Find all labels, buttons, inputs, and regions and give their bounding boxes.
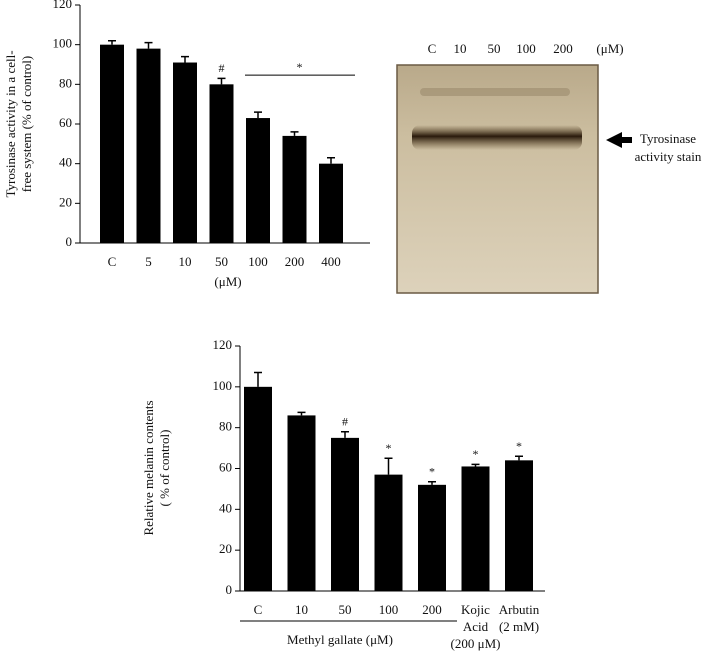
lane-label: 200: [553, 41, 573, 56]
error-bar: [515, 455, 523, 461]
bar: [374, 474, 403, 591]
bar: [100, 44, 124, 243]
bar: [244, 386, 272, 591]
error-bar: [471, 463, 480, 467]
error-bar: [108, 39, 116, 45]
x-tick-label: 10: [295, 602, 308, 617]
x-tick-label: 200: [422, 602, 442, 617]
significance-marker: #: [219, 61, 225, 75]
x-tick-label: C: [108, 254, 117, 269]
group-label: Methyl gallate (μM): [287, 632, 393, 647]
y-tick-label: 60: [219, 459, 232, 474]
x-tick-label: C: [254, 602, 263, 617]
error-bar: [327, 156, 335, 164]
error-bar: [181, 55, 189, 63]
x-tick-label: Acid: [463, 619, 489, 634]
bar: [287, 415, 316, 591]
bar: [418, 484, 446, 591]
x-tick-label: 400: [321, 254, 341, 269]
x-tick-label: (200 μM): [451, 636, 501, 651]
x-tick-label: 50: [339, 602, 352, 617]
gel-annotation: Tyrosinase: [640, 131, 696, 146]
lane-label: C: [428, 41, 437, 56]
x-tick-label: 100: [248, 254, 268, 269]
x-tick-label: 10: [179, 254, 192, 269]
significance-marker: *: [516, 439, 522, 453]
x-tick-label: 200: [285, 254, 305, 269]
gel-annotation: activity stain: [635, 149, 702, 164]
y-tick-label: 120: [213, 337, 233, 352]
bar: [461, 466, 490, 591]
y-tick-label: 100: [213, 378, 233, 393]
y-tick-label: 40: [219, 500, 232, 515]
y-tick-label: 20: [219, 541, 232, 556]
error-bar: [217, 77, 226, 85]
y-tick-label: 20: [59, 194, 72, 209]
bar: [136, 48, 161, 244]
y-axis-label: Relative melanin contents: [141, 400, 156, 535]
error-bar: [254, 111, 262, 119]
lane-label: 50: [488, 41, 501, 56]
y-axis-label: free system (% of control): [19, 56, 34, 192]
error-bar: [144, 41, 153, 49]
x-tick-label: Arbutin: [499, 602, 540, 617]
y-tick-label: 80: [59, 75, 72, 90]
significance-marker: *: [297, 60, 303, 74]
x-tick-label: 100: [379, 602, 399, 617]
error-bar: [428, 481, 436, 485]
y-axis-label: Tyrosinase activity in a cell-: [3, 50, 18, 197]
lane-label: 10: [454, 41, 467, 56]
y-axis-label: ( % of control): [157, 430, 172, 507]
significance-marker: *: [429, 465, 435, 479]
arrow: [606, 132, 632, 148]
lane-label: 100: [516, 41, 536, 56]
gel-faint-band: [420, 88, 570, 96]
significance-marker: *: [386, 441, 392, 455]
significance-marker: *: [473, 447, 479, 461]
bar: [505, 460, 533, 591]
y-tick-label: 80: [219, 419, 232, 434]
y-tick-label: 100: [53, 36, 73, 51]
bar: [209, 84, 234, 243]
y-tick-label: 40: [59, 155, 72, 170]
x-tick-label: (2 mM): [499, 619, 539, 634]
error-bar: [290, 131, 299, 136]
gel-image: [396, 64, 599, 294]
x-tick-label: Kojic: [461, 602, 490, 617]
gel: [396, 64, 632, 294]
bar: [246, 118, 270, 243]
bar: [173, 62, 197, 244]
lane-unit: (μM): [596, 41, 623, 56]
error-bar: [297, 411, 306, 416]
significance-marker: #: [342, 415, 348, 429]
error-bar: [341, 431, 349, 438]
x-tick-label: 50: [215, 254, 228, 269]
x-tick-label: 5: [145, 254, 152, 269]
y-tick-label: 0: [66, 234, 73, 249]
bar: [319, 163, 343, 243]
y-tick-label: 60: [59, 115, 72, 130]
error-bar: [254, 371, 262, 387]
gel-band: [412, 125, 582, 150]
y-tick-label: 120: [53, 0, 73, 11]
bar: [331, 437, 359, 591]
bar: [282, 135, 307, 243]
y-tick-label: 0: [226, 582, 233, 597]
x-axis-label: (μM): [214, 274, 241, 289]
error-bar: [384, 457, 393, 475]
